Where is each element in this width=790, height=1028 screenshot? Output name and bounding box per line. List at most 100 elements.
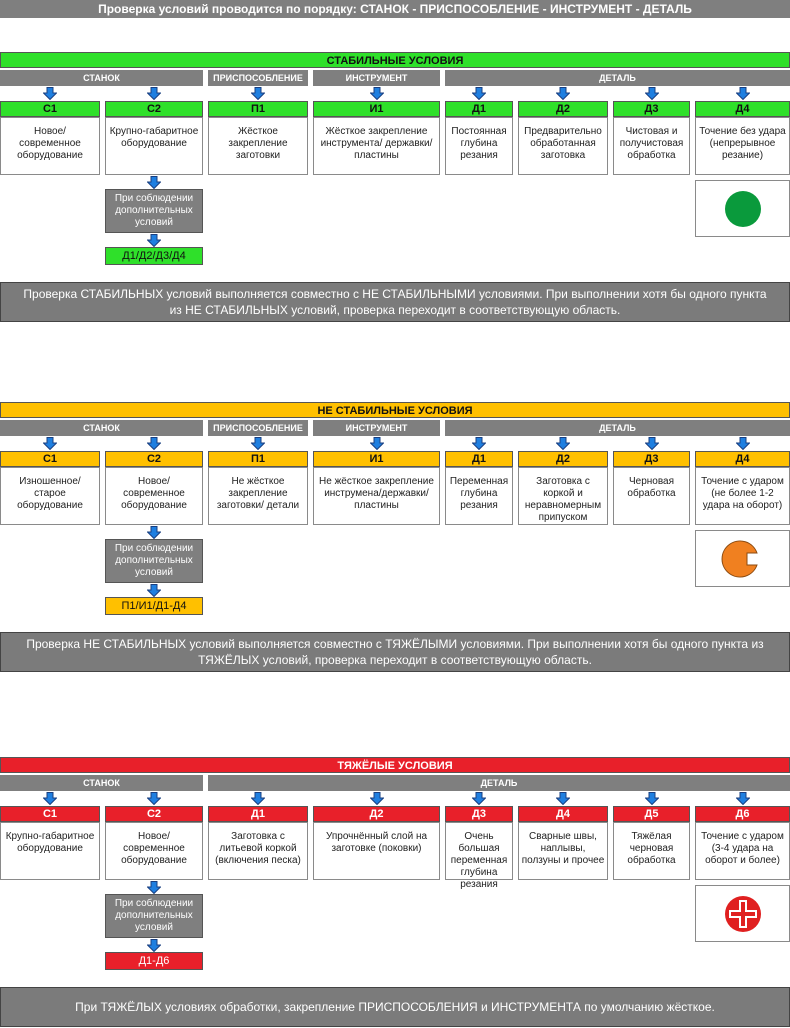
card-text: Новое/ современное оборудование [105, 467, 203, 525]
card-text: Чистовая и получистовая обработка [613, 117, 690, 175]
arrow [556, 87, 570, 100]
card-code: С1 [0, 101, 100, 117]
card-code: П1 [208, 101, 308, 117]
section-title: НЕ СТАБИЛЬНЫЕ УСЛОВИЯ [0, 402, 790, 418]
header-title: Проверка условий проводится по порядку: … [0, 0, 790, 18]
card-code: Д1 [208, 806, 308, 822]
icon [721, 540, 758, 578]
card-code: С2 [105, 101, 203, 117]
card-code: Д2 [518, 451, 608, 467]
arrow [147, 792, 161, 805]
arrow [644, 792, 659, 805]
arrow [369, 437, 384, 450]
group-header: ДЕТАЛЬ [445, 70, 790, 86]
icon [725, 191, 761, 227]
arrow [147, 526, 161, 539]
card-text: Жёсткое закрепление заготовки [208, 117, 308, 175]
card-text: Тяжёлая черновая обработка [613, 822, 690, 880]
result: Д1/Д2/Д3/Д4 [105, 247, 203, 265]
card-text: Черновая обработка [613, 467, 690, 525]
icon [725, 896, 761, 932]
card-code: Д2 [518, 101, 608, 117]
arrow [43, 792, 57, 805]
card-code: Д6 [695, 806, 790, 822]
arrow [43, 87, 57, 100]
card-text: Крупно-габаритное оборудование [0, 822, 100, 880]
group-header: ПРИСПОСОБЛЕНИЕ [208, 420, 308, 436]
card-code: Д4 [695, 451, 790, 467]
arrow [369, 87, 384, 100]
card-text: Заготовка с литьевой коркой (включения п… [208, 822, 308, 880]
arrow [147, 176, 161, 189]
arrow [147, 939, 161, 952]
group-header: ИНСТРУМЕНТ [313, 420, 440, 436]
arrow [43, 437, 57, 450]
result: Д1-Д6 [105, 952, 203, 970]
group-header: ПРИСПОСОБЛЕНИЕ [208, 70, 308, 86]
card-text: Точение без удара (непрерывное резание) [695, 117, 790, 175]
card-code: С2 [105, 806, 203, 822]
arrow [556, 792, 570, 805]
arrow [147, 881, 161, 894]
extra-condition: При соблюдении дополнительных условий [105, 894, 203, 938]
card-code: П1 [208, 451, 308, 467]
card-code: Д2 [313, 806, 440, 822]
card-text: Очень большая переменная глубина резания [445, 822, 513, 890]
card-code: С2 [105, 451, 203, 467]
card-code: Д1 [445, 451, 513, 467]
card-code: С1 [0, 451, 100, 467]
arrow [556, 437, 570, 450]
section-title: СТАБИЛЬНЫЕ УСЛОВИЯ [0, 52, 790, 68]
arrow [147, 437, 161, 450]
arrow [251, 87, 265, 100]
extra-condition: При соблюдении дополнительных условий [105, 539, 203, 583]
card-code: Д4 [695, 101, 790, 117]
arrow [251, 437, 265, 450]
arrow [735, 87, 750, 100]
card-code: Д3 [445, 806, 513, 822]
card-code: Д5 [613, 806, 690, 822]
card-text: Точение с ударом (3-4 удара на оборот и … [695, 822, 790, 880]
card-code: Д3 [613, 451, 690, 467]
arrow [644, 437, 659, 450]
card-text: Новое/ современное оборудование [105, 822, 203, 880]
card-text: Новое/ современное оборудование [0, 117, 100, 175]
card-text: Жёсткое закрепление инструмента/ державк… [313, 117, 440, 175]
result: П1/И1/Д1-Д4 [105, 597, 203, 615]
arrow [735, 792, 750, 805]
arrow [472, 792, 486, 805]
icon-box [695, 885, 790, 942]
group-header: ДЕТАЛЬ [208, 775, 790, 791]
card-code: И1 [313, 451, 440, 467]
card-text: Заготовка с коркой и неравномерным припу… [518, 467, 608, 525]
card-code: Д4 [518, 806, 608, 822]
card-text: Сварные швы, наплывы, ползуны и прочее [518, 822, 608, 880]
arrow [147, 234, 161, 247]
arrow [472, 437, 486, 450]
card-text: Не жёсткое закрепление заготовки/ детали [208, 467, 308, 525]
card-text: Точение с ударом (не более 1-2 удара на … [695, 467, 790, 525]
card-text: Предварительно обработанная заготовка [518, 117, 608, 175]
arrow [147, 584, 161, 597]
card-text: Постоянная глубина резания [445, 117, 513, 175]
card-text: Крупно-габаритное оборудование [105, 117, 203, 175]
section-title: ТЯЖЁЛЫЕ УСЛОВИЯ [0, 757, 790, 773]
card-code: Д3 [613, 101, 690, 117]
note: Проверка НЕ СТАБИЛЬНЫХ условий выполняет… [0, 632, 790, 672]
arrow [251, 792, 265, 805]
extra-condition: При соблюдении дополнительных условий [105, 189, 203, 233]
note: При ТЯЖЁЛЫХ условиях обработки, закрепле… [0, 987, 790, 1027]
card-text: Не жёсткое закрепление инструмена/держав… [313, 467, 440, 525]
arrow [735, 437, 750, 450]
arrow [369, 792, 384, 805]
note: Проверка СТАБИЛЬНЫХ условий выполняется … [0, 282, 790, 322]
card-code: И1 [313, 101, 440, 117]
arrow [644, 87, 659, 100]
arrow [147, 87, 161, 100]
card-code: С1 [0, 806, 100, 822]
card-code: Д1 [445, 101, 513, 117]
group-header: СТАНОК [0, 420, 203, 436]
card-text: Переменная глубина резания [445, 467, 513, 525]
icon-box [695, 530, 790, 587]
card-text: Изношенное/ старое оборудование [0, 467, 100, 525]
